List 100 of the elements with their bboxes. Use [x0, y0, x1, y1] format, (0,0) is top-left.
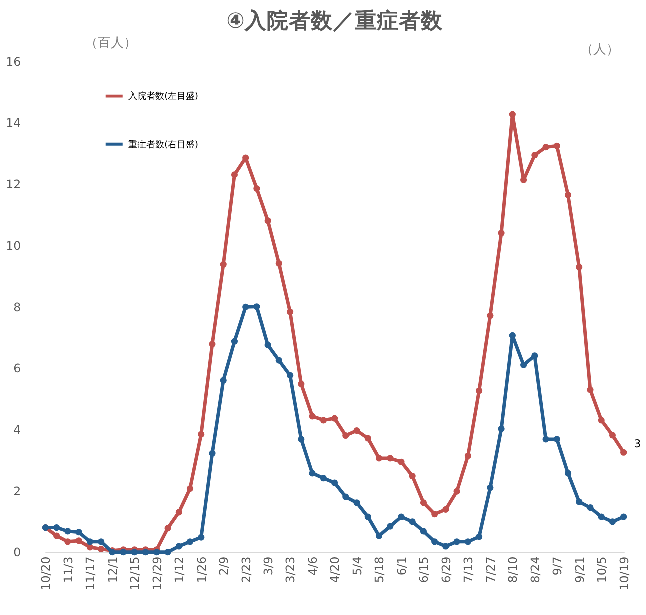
x-tick-label: 7/13 — [462, 556, 476, 584]
point — [576, 498, 583, 506]
point — [276, 357, 282, 364]
point — [54, 532, 60, 540]
legend-label: 入院者数(左目盛) — [128, 91, 198, 102]
point — [509, 111, 516, 118]
point — [331, 480, 338, 486]
y-tick-label: 0 — [14, 546, 22, 560]
x-tick-label: 10/20 — [39, 556, 54, 591]
point — [620, 449, 628, 456]
point — [164, 525, 172, 532]
point — [409, 518, 416, 526]
text: 3 — [634, 437, 642, 450]
point — [298, 380, 305, 388]
point — [532, 352, 538, 360]
point — [231, 172, 238, 178]
point — [209, 450, 216, 457]
point — [554, 436, 560, 443]
x-tick-label: 9/21 — [572, 556, 587, 584]
y-tick-label: 6 — [14, 362, 22, 376]
point — [454, 488, 460, 495]
y-tick-label: 12 — [6, 178, 22, 192]
point — [287, 372, 294, 379]
point — [598, 514, 605, 520]
x-tick-label: 5/18 — [372, 556, 387, 584]
point — [276, 260, 282, 267]
point — [464, 538, 472, 546]
y-tick-label: 2 — [14, 484, 22, 498]
point — [86, 538, 94, 546]
x-tick-label: 8/24 — [528, 556, 542, 584]
point — [432, 538, 438, 546]
y-tick-label: 4 — [14, 423, 22, 438]
x-tick-label: 1/26 — [194, 556, 209, 584]
point — [242, 304, 250, 310]
point — [354, 428, 360, 434]
point — [609, 518, 616, 526]
point — [498, 230, 505, 237]
x-tick-label: 7/27 — [484, 556, 498, 584]
point — [154, 549, 160, 556]
x-tick-label: 6/29 — [439, 556, 454, 584]
x-tick-label: 12/1 — [106, 556, 120, 584]
point — [342, 494, 350, 500]
point — [542, 436, 550, 443]
point — [220, 261, 227, 268]
point — [309, 413, 316, 420]
point — [409, 472, 416, 480]
point — [620, 514, 628, 520]
x-tick-label: 4/20 — [328, 556, 342, 584]
point — [98, 546, 105, 553]
point — [387, 523, 394, 530]
point — [442, 543, 450, 550]
point — [220, 377, 227, 384]
x-tick-label: 3/23 — [284, 556, 298, 584]
point — [442, 506, 450, 513]
chart-title: ④入院者数／重症者数 — [226, 9, 444, 34]
point — [76, 538, 82, 544]
point — [364, 514, 372, 520]
point — [309, 470, 316, 477]
point — [209, 341, 216, 348]
point — [564, 192, 572, 198]
point — [264, 342, 272, 349]
y-tick-label: 14 — [6, 116, 22, 130]
point — [298, 436, 305, 443]
point — [342, 432, 350, 440]
point — [376, 455, 383, 462]
point — [264, 218, 272, 224]
point — [198, 534, 205, 541]
point — [287, 308, 294, 316]
point — [420, 500, 428, 506]
x-tick-label: 11/3 — [61, 556, 76, 584]
point — [120, 549, 127, 556]
point — [464, 452, 472, 460]
point — [476, 388, 483, 394]
x-tick-label: 12/15 — [128, 556, 142, 591]
x-tick-label: 4/6 — [306, 556, 320, 576]
point — [176, 543, 182, 550]
point — [498, 426, 505, 432]
x-tick-label: 3/9 — [261, 556, 276, 576]
x-tick-label: 6/1 — [394, 556, 409, 576]
point — [254, 185, 260, 192]
point — [176, 509, 182, 516]
point — [398, 458, 405, 466]
x-tick-label: 2/9 — [217, 556, 232, 576]
point — [186, 538, 194, 546]
point — [432, 510, 438, 518]
point — [231, 338, 238, 345]
point — [164, 549, 172, 556]
y-tick-label: 10 — [6, 238, 22, 253]
y-axis-title: （百人） — [84, 36, 137, 52]
point — [98, 538, 105, 546]
point — [520, 362, 528, 368]
point — [454, 538, 460, 546]
point — [554, 142, 560, 150]
point — [354, 500, 360, 506]
point — [587, 504, 594, 512]
y-tick-label: 8 — [14, 300, 22, 314]
point — [320, 417, 327, 424]
point — [487, 484, 494, 492]
point — [64, 538, 72, 546]
point — [487, 312, 494, 320]
